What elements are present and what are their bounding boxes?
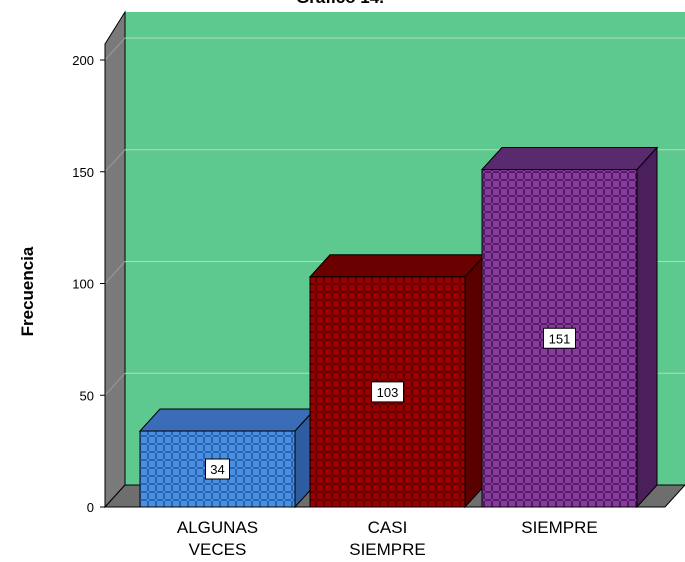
x-tick-label: CASI SIEMPRE — [349, 518, 426, 559]
data-label-box — [543, 327, 576, 349]
y-tick-label: 200 — [72, 53, 94, 68]
labels-group: 0 50 100 150 200 Frecuencia Gráfico 14. 34 ALGUN… — [18, 0, 598, 559]
chart-title: Gráfico 14. — [296, 0, 384, 7]
x-tick-label: ALGUNAS VECES — [177, 518, 258, 559]
y-tick-label: 100 — [72, 277, 94, 292]
y-axis-label: Frecuencia — [18, 246, 37, 336]
data-label-box — [205, 458, 230, 480]
x-tick-label: SIEMPRE — [521, 518, 598, 537]
gridline-side — [104, 261, 126, 284]
data-label: 34 — [210, 462, 224, 477]
y-tick-label: 0 — [87, 500, 94, 515]
bar-top-face — [480, 147, 659, 171]
gridline-side — [104, 372, 126, 396]
bar-side-face — [636, 146, 658, 509]
bar-2 — [480, 146, 659, 509]
bar-top-face — [138, 408, 317, 432]
y-tick-label: 150 — [72, 165, 94, 180]
gridline-side — [104, 37, 126, 61]
bar-0 — [138, 407, 317, 509]
y-tick-label: 50 — [80, 388, 94, 403]
side-wall — [104, 10, 126, 509]
bar-top-face — [308, 254, 487, 278]
data-label: 103 — [377, 385, 399, 400]
bar-1 — [308, 253, 487, 509]
data-label: 151 — [549, 331, 571, 346]
data-label-box — [371, 381, 404, 403]
gridline-side — [104, 149, 126, 173]
